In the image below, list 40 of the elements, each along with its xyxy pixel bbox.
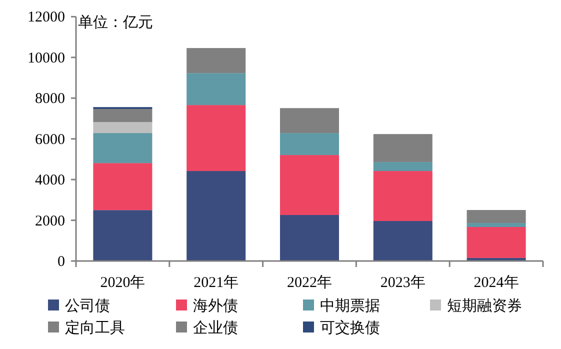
bar — [93, 133, 152, 164]
bar — [280, 214, 339, 261]
x-tick-label: 2020年 — [100, 274, 146, 291]
x-tick-label: 2023年 — [380, 274, 426, 291]
legend-label: 企业债 — [193, 318, 238, 336]
legend-label: 可交换债 — [320, 318, 380, 336]
y-axis-title: 单位：亿元 — [78, 13, 153, 31]
bar — [466, 227, 526, 258]
x-tick-label: 2024年 — [474, 274, 519, 291]
legend-label: 海外债 — [193, 296, 238, 314]
y-tick-label: 6000 — [35, 132, 65, 148]
bar — [373, 134, 432, 162]
y-tick-label: 4000 — [35, 172, 65, 189]
bar — [186, 48, 246, 74]
y-tick-label: 2000 — [35, 213, 65, 230]
bar — [93, 163, 152, 210]
bar — [373, 220, 432, 261]
y-tick-label: 12000 — [28, 10, 65, 26]
y-tick-label: 0 — [58, 254, 65, 270]
legend-label: 短期融资券 — [447, 296, 522, 314]
bar — [93, 122, 152, 134]
x-tick-label: 2022年 — [287, 274, 332, 291]
bar — [373, 171, 432, 221]
x-tick-label: 2021年 — [194, 274, 239, 291]
bar — [466, 223, 526, 227]
y-tick-label: 10000 — [28, 50, 65, 66]
bar — [186, 73, 246, 106]
bar — [373, 162, 432, 172]
bar — [280, 133, 339, 156]
bar — [186, 171, 246, 261]
legend-label: 中期票据 — [320, 296, 380, 314]
bar — [93, 210, 152, 261]
bar — [466, 210, 526, 224]
y-tick-label: 8000 — [35, 91, 65, 108]
legend-label: 公司债 — [65, 296, 110, 314]
legend-label: 定向工具 — [65, 318, 125, 336]
bar — [280, 108, 339, 134]
bar — [186, 105, 246, 172]
bar — [93, 109, 152, 122]
bar — [280, 155, 339, 215]
